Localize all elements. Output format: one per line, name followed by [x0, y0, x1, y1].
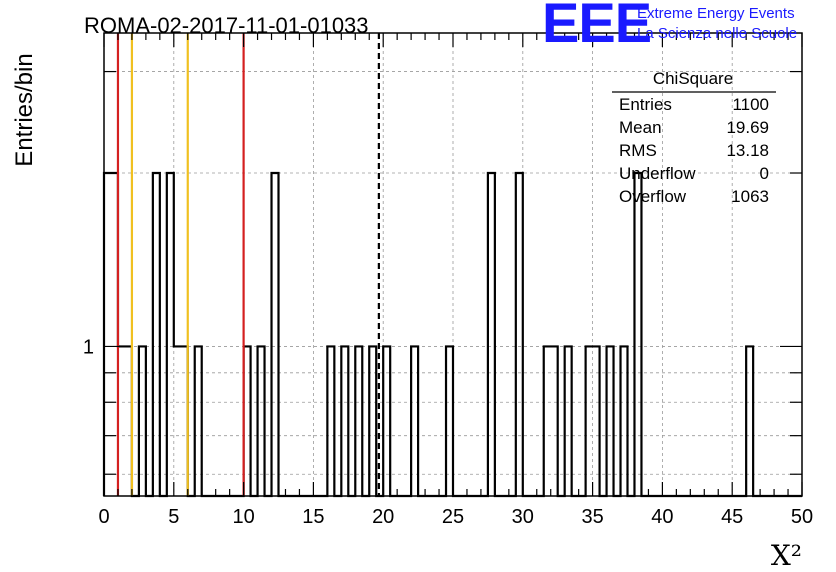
x-tick-label: 5	[168, 506, 179, 528]
x-tick-label: 45	[721, 506, 743, 528]
reference-lines	[116, 33, 380, 496]
stats-rows: Entries 1100 Mean 19.69 RMS 13.18 Underflow 0 Ov…	[619, 95, 769, 206]
eee-logo: EEE Extreme Energy Events La Scienza nel…	[542, 0, 797, 54]
x-tick-label: 35	[581, 506, 603, 528]
chart-title: ROMA-02-2017-11-01-01033	[84, 13, 369, 38]
x-tick-label: 25	[442, 506, 464, 528]
axis-ticks	[103, 33, 803, 496]
stats-row-value: 19.69	[726, 118, 769, 137]
x-tick-label: 0	[98, 506, 109, 528]
x-tick-label: 10	[232, 506, 254, 528]
x-tick-label: 50	[791, 506, 813, 528]
stats-row-label: Mean	[619, 118, 662, 137]
stats-row-value: 13.18	[726, 141, 769, 160]
x-tick-label: 30	[512, 506, 534, 528]
stats-row-value: 0	[760, 164, 769, 183]
y-tick-label: 1	[83, 336, 94, 358]
tick-labels: 0 5 10 15 20 25 30 35 40 45 50 1	[83, 336, 813, 528]
x-tick-label: 40	[651, 506, 673, 528]
stats-row-value: 1100	[732, 95, 769, 114]
x-tick-label: 15	[302, 506, 324, 528]
x-axis-title: X²	[771, 539, 802, 572]
stats-row-label: RMS	[619, 141, 657, 160]
stats-row-label: Overflow	[619, 187, 687, 206]
stats-row-value: 1063	[731, 187, 769, 206]
y-axis-title: Entries/bin	[11, 53, 38, 166]
x-tick-label: 20	[372, 506, 394, 528]
logo-mark: EEE	[542, 0, 651, 54]
logo-line-2: La Scienza nelle Scuole	[637, 25, 797, 42]
stats-row-label: Entries	[619, 95, 672, 114]
stats-box: ChiSquare Entries 1100 Mean 19.69 RMS 13.18 Un…	[612, 69, 776, 206]
stats-row-label: Underflow	[619, 164, 696, 183]
logo-line-1: Extreme Energy Events	[637, 5, 795, 22]
stats-name: ChiSquare	[653, 69, 733, 88]
